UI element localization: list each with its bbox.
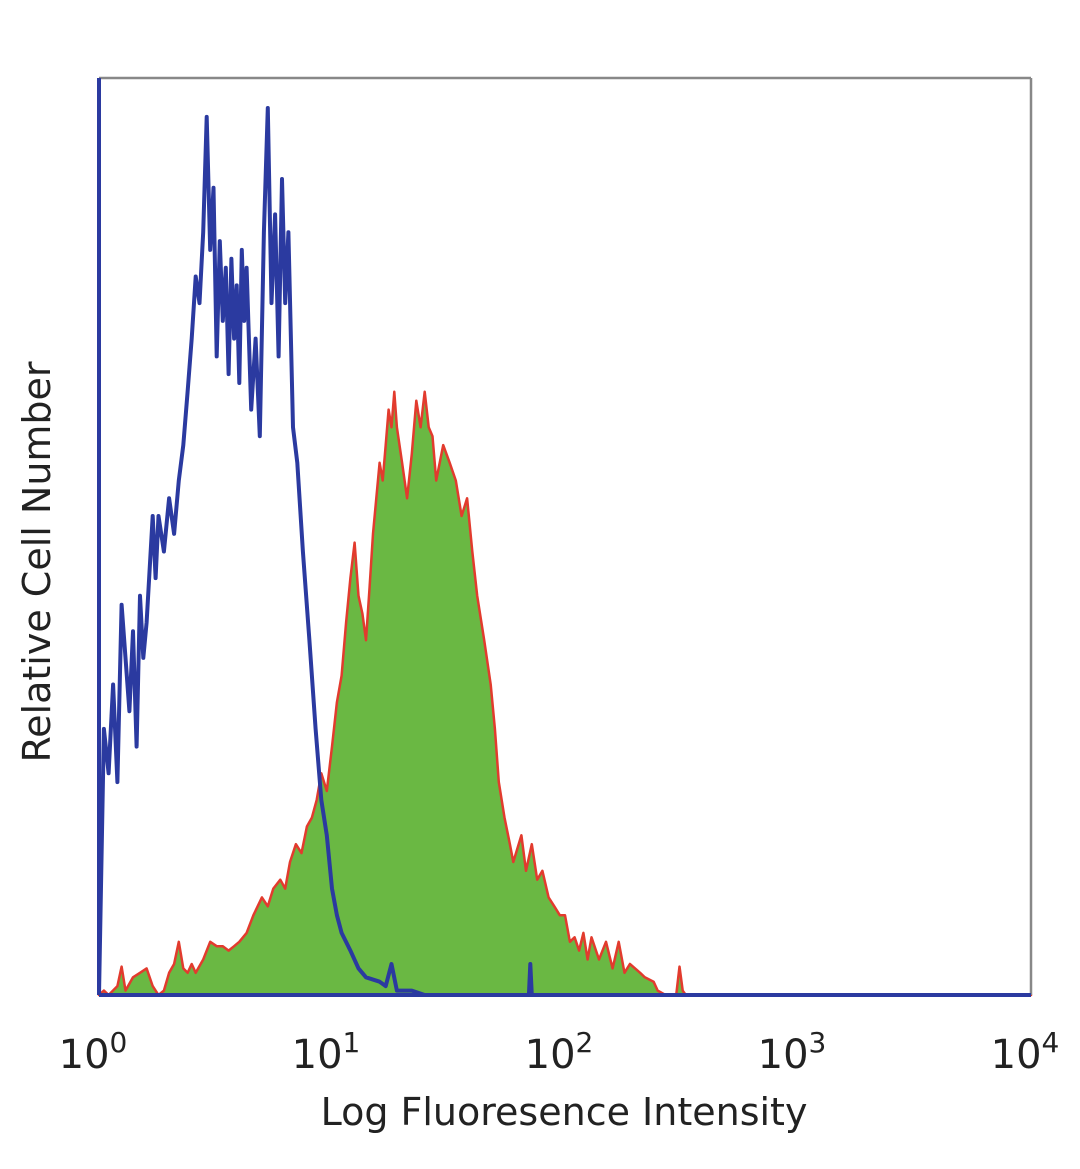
x-tick-label: 102 bbox=[525, 1026, 594, 1078]
filled-histogram-series bbox=[97, 390, 1033, 997]
x-axis-ticks: 100 101 102 103 104 bbox=[59, 1026, 1060, 1078]
x-tick-label: 101 bbox=[292, 1026, 361, 1078]
y-axis-title: Relative Cell Number bbox=[15, 361, 59, 762]
x-tick-label: 100 bbox=[59, 1026, 128, 1078]
plot-frame bbox=[97, 76, 1033, 997]
x-tick-label: 103 bbox=[758, 1026, 827, 1078]
outline-histogram-series bbox=[97, 106, 1031, 997]
x-tick-label: 104 bbox=[991, 1026, 1060, 1078]
x-axis-title: Log Fluoresence Intensity bbox=[321, 1090, 808, 1134]
plot-area bbox=[97, 106, 1033, 997]
